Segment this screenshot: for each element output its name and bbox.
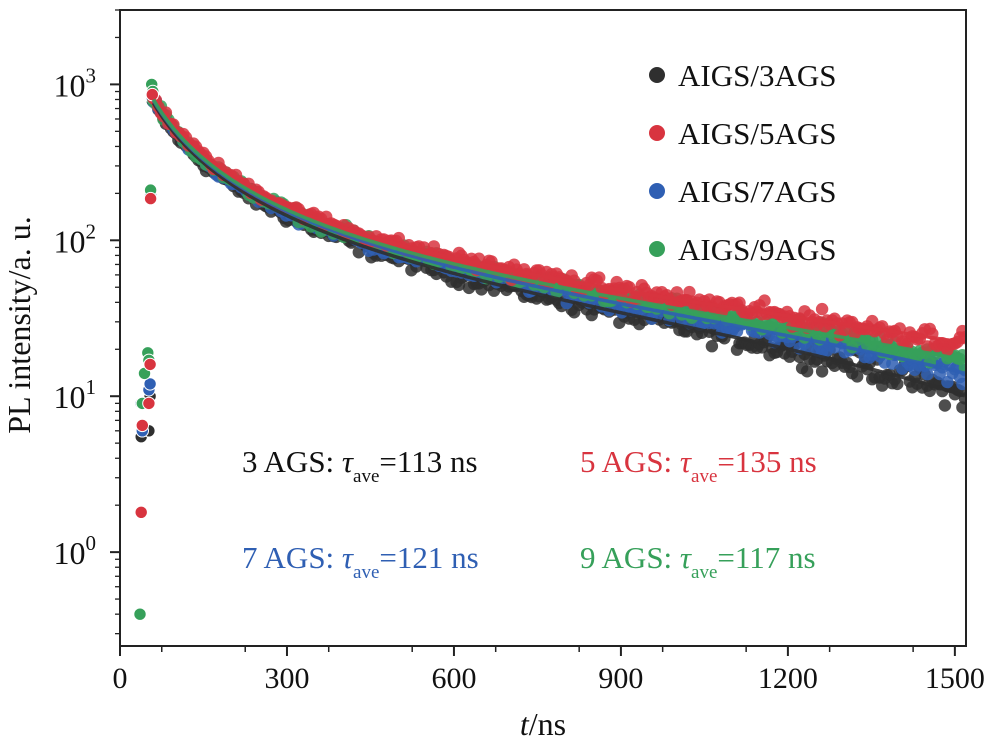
data-point — [800, 365, 814, 378]
y-axis-title: PL intensity/a. u. — [1, 216, 37, 433]
x-tick-label: 1200 — [758, 662, 818, 695]
data-point — [683, 285, 696, 299]
legend-marker — [649, 67, 665, 83]
fit-curve-aigs-9ags — [151, 98, 966, 362]
rise-point — [135, 418, 150, 433]
data-point — [593, 271, 606, 284]
y-tick-label: 102 — [54, 219, 97, 259]
rise-point — [143, 377, 157, 391]
plot-frame — [119, 9, 967, 647]
lifetime-annotations: 3 AGS: τave=113 ns 5 AGS: τave=135 ns 7 AG… — [242, 444, 817, 583]
rise-point — [143, 357, 157, 372]
y-tick-label: 101 — [54, 375, 97, 415]
legend-marker — [649, 125, 665, 141]
legend-label: AIGS/5AGS — [678, 116, 836, 151]
y-tick-label: 103 — [54, 63, 97, 103]
lifetime-annotation: 3 AGS: τave=113 ns — [242, 444, 478, 487]
fit-curves — [151, 96, 966, 398]
fit-curve-aigs-3ags — [151, 102, 966, 398]
axes: 0 300 600 900 1200 1500 100 101 102 103 t/ns PL int… — [1, 9, 985, 742]
rise-point — [134, 505, 148, 519]
x-tick-label: 300 — [264, 662, 309, 695]
data-point — [815, 365, 829, 378]
x-tick-label: 900 — [598, 662, 643, 695]
data-point — [705, 340, 719, 353]
lifetime-annotation: 5 AGS: τave=135 ns — [580, 444, 817, 487]
legend-label: AIGS/9AGS — [678, 232, 836, 267]
y-tick-label: 100 — [54, 531, 97, 571]
rise-point — [142, 396, 156, 411]
data-point — [921, 367, 934, 381]
series-aigs-7ags — [134, 91, 966, 438]
legend: AIGS/3AGS AIGS/5AGS AIGS/7AGS AIGS/9AGS — [649, 58, 836, 267]
lifetime-annotation: 9 AGS: τave=117 ns — [580, 540, 816, 583]
rise-point — [143, 191, 158, 206]
legend-label: AIGS/7AGS — [678, 174, 836, 209]
legend-marker — [649, 183, 665, 199]
lifetime-annotation: 7 AGS: τave=121 ns — [242, 540, 479, 583]
x-tick-label: 0 — [113, 662, 128, 695]
data-point — [758, 294, 771, 307]
x-tick-label: 600 — [431, 662, 476, 695]
x-axis-title: t/ns — [520, 706, 566, 742]
data-point — [815, 302, 829, 316]
legend-marker — [649, 241, 665, 257]
fit-curve-aigs-5ags — [151, 96, 966, 345]
x-tick-label: 1500 — [925, 662, 985, 695]
legend-label: AIGS/3AGS — [678, 58, 836, 93]
data-point — [891, 377, 904, 391]
rise-point — [133, 607, 147, 621]
data-point — [956, 377, 966, 391]
data-point — [938, 399, 952, 412]
data-point — [851, 370, 864, 383]
